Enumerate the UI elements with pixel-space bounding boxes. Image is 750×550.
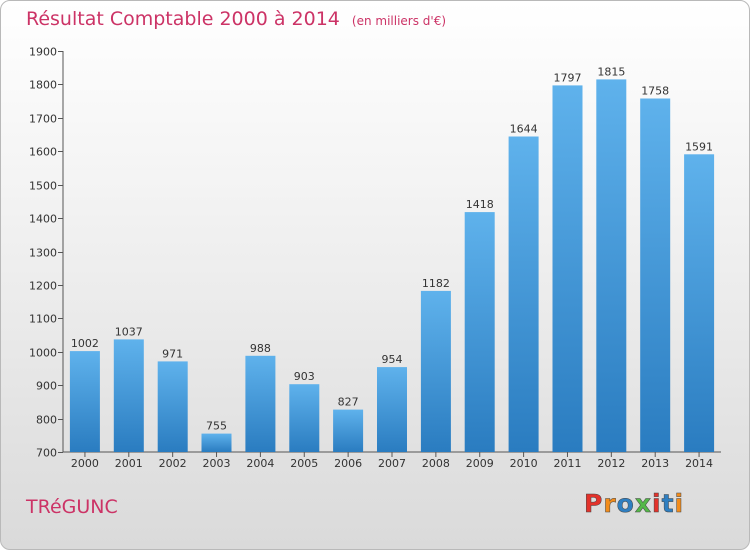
- x-tick-label: 2004: [246, 457, 274, 470]
- bar: [377, 367, 407, 452]
- bar: [157, 361, 188, 452]
- x-tick-label: 2006: [334, 457, 362, 470]
- data-label: 903: [294, 370, 315, 383]
- data-label: 954: [382, 353, 403, 366]
- data-label: 1797: [553, 71, 581, 84]
- title-row: Résultat Comptable 2000 à 2014 (en millie…: [26, 8, 446, 30]
- y-tick-label: 1900: [29, 46, 57, 59]
- x-tick-label: 2003: [203, 457, 231, 470]
- commune-name: TRéGUNC: [26, 496, 118, 518]
- proxiti-logo: Proxiti: [584, 489, 685, 519]
- y-tick-label: 1200: [29, 280, 57, 293]
- y-tick-label: 900: [36, 380, 57, 393]
- value-labels: 1002 1037 971 755 988 903 827 954 1182 1418 1644 17…: [71, 65, 713, 432]
- bar: [289, 384, 320, 452]
- x-tick-label: 2014: [685, 457, 713, 470]
- data-label: 1591: [685, 140, 713, 153]
- chart-subtitle: (en milliers d'€): [351, 14, 447, 28]
- y-tick-label: 700: [36, 447, 57, 460]
- x-tick-label: 2009: [466, 457, 494, 470]
- bar: [640, 98, 671, 452]
- x-tick-label: 2005: [290, 457, 318, 470]
- bar: [245, 355, 276, 452]
- x-tick-label: 2010: [510, 457, 538, 470]
- bar: [333, 409, 364, 452]
- x-tick-label: 2001: [115, 457, 143, 470]
- y-tick-label: 1400: [29, 213, 57, 226]
- x-tick-label: 2012: [597, 457, 625, 470]
- x-tick-label: 2011: [553, 457, 581, 470]
- bar: [552, 85, 583, 453]
- data-label: 1644: [510, 123, 538, 136]
- data-label: 1002: [71, 337, 99, 350]
- data-label: 827: [338, 396, 359, 409]
- bar-series: [69, 79, 715, 453]
- y-tick-label: 1100: [29, 313, 57, 326]
- data-label: 755: [206, 420, 227, 433]
- y-tick-label: 1600: [29, 146, 57, 159]
- data-label: 1418: [466, 198, 494, 211]
- chart-title: Résultat Comptable 2000 à 2014: [26, 8, 340, 30]
- data-label: 1758: [641, 84, 669, 97]
- x-tick-label: 2000: [71, 457, 99, 470]
- data-label: 1815: [597, 65, 625, 78]
- bar: [69, 351, 100, 452]
- y-tick-label: 1700: [29, 113, 57, 126]
- bar: [113, 339, 144, 452]
- bar: [464, 212, 495, 452]
- bar: [508, 136, 539, 452]
- y-tick-label: 1800: [29, 79, 57, 92]
- bar: [684, 154, 715, 453]
- y-tick-label: 800: [36, 414, 57, 427]
- data-label: 971: [162, 347, 183, 360]
- bar: [596, 79, 627, 453]
- y-tick-label: 1500: [29, 180, 57, 193]
- data-label: 1182: [422, 277, 450, 290]
- bar: [420, 290, 451, 452]
- bar: [201, 433, 232, 452]
- x-tick-label: 2008: [422, 457, 450, 470]
- data-label: 988: [250, 342, 271, 355]
- y-tick-label: 1000: [29, 347, 57, 360]
- x-tick-label: 2007: [378, 457, 406, 470]
- y-tick-label: 1300: [29, 247, 57, 260]
- x-tick-label: 2013: [641, 457, 669, 470]
- data-label: 1037: [115, 325, 143, 338]
- x-tick-label: 2002: [159, 457, 187, 470]
